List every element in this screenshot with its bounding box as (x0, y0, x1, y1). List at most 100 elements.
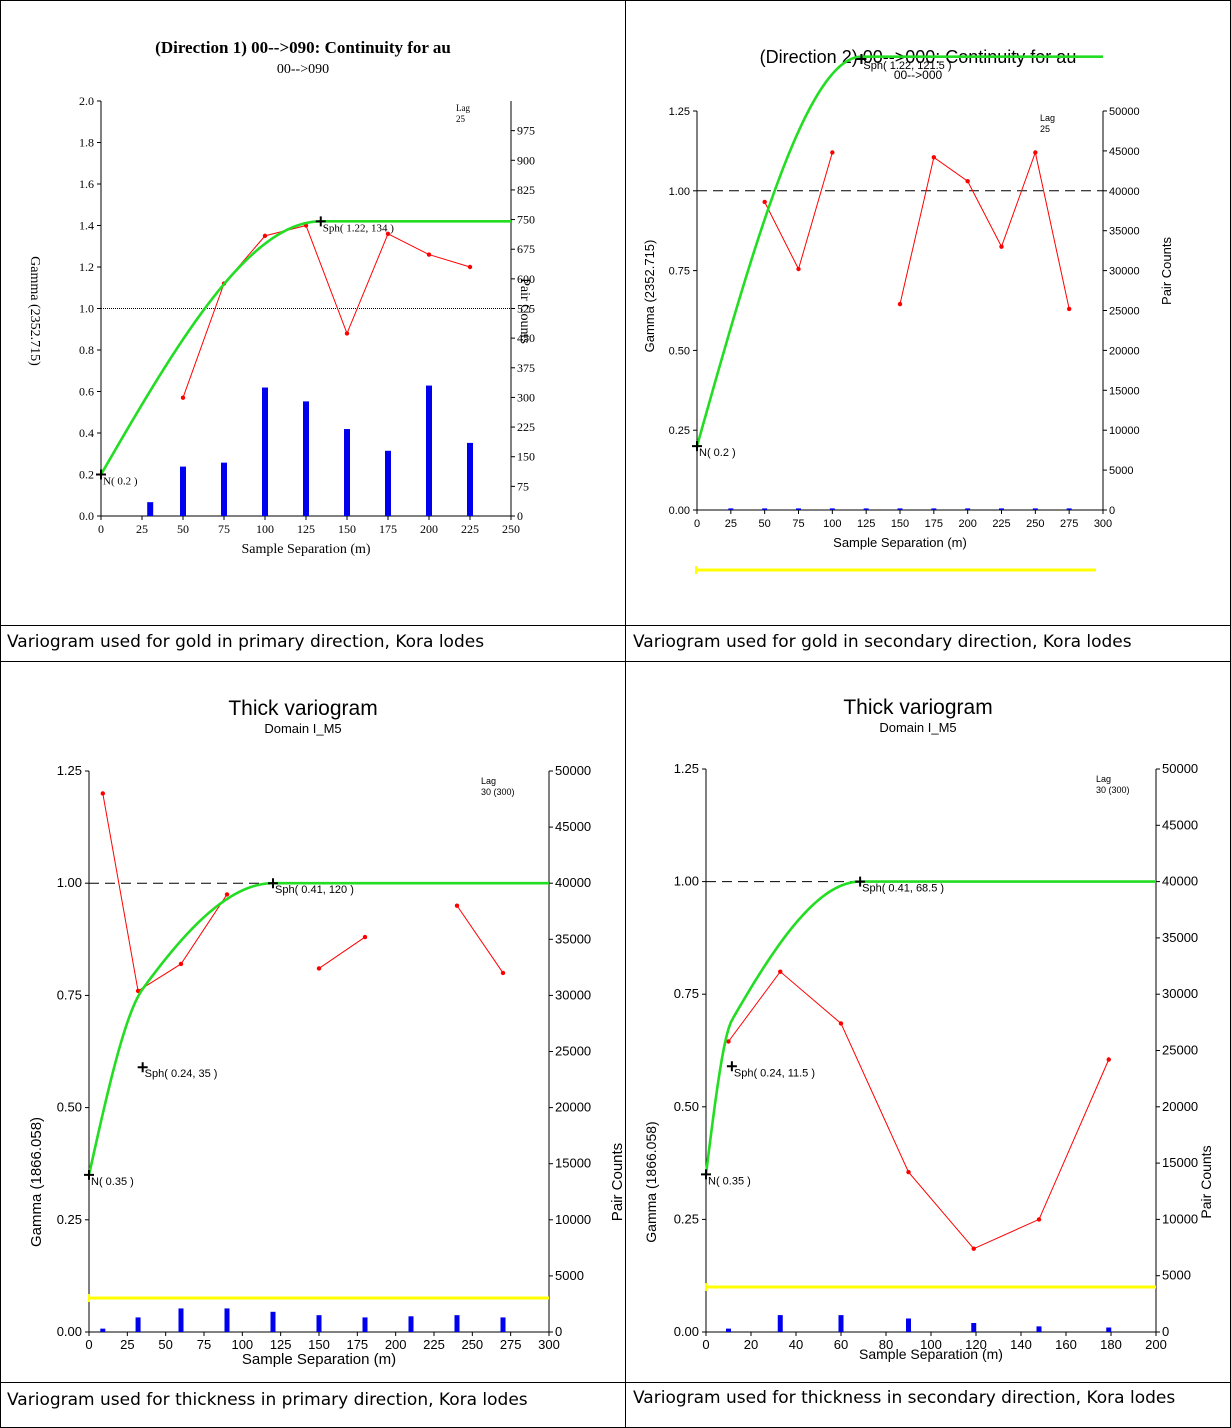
y2-tick-label: 525 (517, 302, 535, 316)
y2-tick-label: 50000 (1162, 761, 1198, 776)
experimental-point (1033, 150, 1038, 155)
experimental-point (178, 961, 184, 967)
y2-tick-label: 45000 (555, 819, 591, 834)
y-axis-label: Gamma (2352.715) (642, 240, 657, 353)
x-tick-label: 275 (500, 1337, 522, 1352)
experimental-line (728, 970, 1110, 1250)
lag-value: 30 (300) (1096, 785, 1130, 795)
y-tick-label: 1.25 (674, 761, 699, 776)
marker-cross (84, 1169, 94, 1180)
chart-subtitle: 00-->090 (277, 62, 329, 77)
table-border-top (0, 0, 1231, 1)
x-tick-label: 300 (538, 1337, 560, 1352)
experimental-point (316, 966, 322, 971)
y2-tick-label: 35000 (1109, 226, 1140, 238)
y2-tick-label: 25000 (1109, 306, 1140, 318)
experimental-point (262, 233, 268, 239)
annotation-label: N( 0.2 ) (103, 476, 138, 488)
y-tick-label: 0.50 (669, 345, 690, 357)
y-tick-label: 1.25 (57, 763, 82, 778)
pair-count-bar (303, 401, 309, 516)
y2-tick-label: 35000 (1162, 930, 1198, 945)
pair-count-bar (224, 1308, 230, 1332)
pair-count-bar (100, 1328, 106, 1332)
model-curve (99, 220, 511, 476)
lag-value: 30 (300) (481, 787, 515, 797)
x-tick-label: 150 (308, 1337, 330, 1352)
marker-cross (856, 54, 867, 64)
experimental-point (1106, 1057, 1111, 1062)
chart-title: Thick variogram (843, 696, 992, 719)
y2-tick-label: 10000 (555, 1212, 591, 1227)
x-axis-label: Sample Separation (m) (859, 1346, 1003, 1362)
experimental-line (318, 936, 366, 969)
y-tick-label: 0.75 (674, 986, 699, 1001)
x-tick-label: 175 (346, 1337, 368, 1352)
experimental-point (467, 264, 473, 270)
x-tick-label: 80 (879, 1337, 893, 1352)
chart-subtitle: Domain I_M5 (879, 720, 956, 735)
pair-count-bar (931, 508, 937, 510)
y-tick-label: 0.25 (57, 1212, 82, 1227)
x-tick-label: 250 (1026, 518, 1044, 530)
experimental-point (180, 395, 186, 400)
x-tick-label: 150 (338, 522, 356, 536)
pair-count-bar (906, 1318, 911, 1332)
y-tick-label: 1.2 (79, 260, 94, 274)
y2-tick-label: 600 (517, 272, 535, 286)
experimental-point (971, 1246, 976, 1251)
marker-cross (855, 876, 866, 887)
y-axis-label: Gamma (2352.715) (27, 256, 42, 366)
x-tick-label: 50 (177, 522, 189, 536)
x-tick-label: 140 (1010, 1337, 1032, 1352)
experimental-point (385, 231, 391, 236)
experimental-point (224, 892, 230, 897)
lag-label: Lag (1040, 113, 1055, 123)
y-tick-label: 2.0 (79, 94, 94, 108)
lag-value: 25 (456, 114, 466, 124)
y-axis-label: Gamma (1866.058) (28, 1117, 45, 1247)
experimental-point (931, 155, 937, 160)
experimental-line (102, 793, 228, 992)
annotation-label: N( 0.35 ) (91, 1176, 134, 1188)
lag-label: Lag (456, 103, 470, 113)
annotation-label: Sph( 0.41, 120 ) (275, 884, 354, 896)
experimental-point (897, 301, 903, 307)
x-axis-label: Sample Separation (m) (241, 542, 370, 557)
y-tick-label: 0.4 (79, 426, 94, 440)
chart-subtitle: Domain I_M5 (264, 721, 341, 736)
y-tick-label: 0.0 (79, 509, 94, 523)
experimental-point (500, 970, 506, 976)
y2-tick-label: 45000 (1162, 817, 1198, 832)
y2-tick-label: 750 (517, 213, 535, 227)
x-tick-label: 25 (136, 522, 148, 536)
experimental-point (838, 1021, 844, 1026)
y-tick-label: 0.2 (79, 468, 94, 482)
x-tick-label: 175 (925, 518, 943, 530)
pair-count-bar (454, 1315, 460, 1332)
y2-tick-label: 20000 (1109, 345, 1140, 357)
x-tick-label: 50 (158, 1337, 172, 1352)
x-tick-label: 100 (231, 1337, 253, 1352)
y-tick-label: 0.25 (674, 1211, 699, 1226)
y2-tick-label: 25000 (1162, 1043, 1198, 1058)
x-tick-label: 225 (423, 1337, 445, 1352)
table-border-middle (625, 0, 626, 1428)
experimental-point (362, 934, 368, 940)
y-tick-label: 0.00 (57, 1324, 82, 1339)
table-border-row3 (0, 1382, 1231, 1383)
y-tick-label: 1.00 (669, 186, 690, 198)
pair-count-bar (316, 1315, 322, 1332)
y2-tick-label: 0 (517, 509, 523, 523)
pair-count-bar (408, 1316, 414, 1332)
y2-tick-label: 15000 (1109, 385, 1140, 397)
pair-count-bar (838, 1315, 844, 1332)
marker-cross (701, 1169, 711, 1180)
y2-tick-label: 5000 (1162, 1268, 1191, 1283)
pair-count-bar (965, 508, 971, 510)
y2-axis-label: Pair Counts (1159, 237, 1174, 305)
x-tick-label: 125 (857, 518, 875, 530)
pair-count-bar (467, 442, 473, 516)
y-tick-label: 0.50 (674, 1099, 699, 1114)
x-tick-label: 250 (502, 522, 520, 536)
